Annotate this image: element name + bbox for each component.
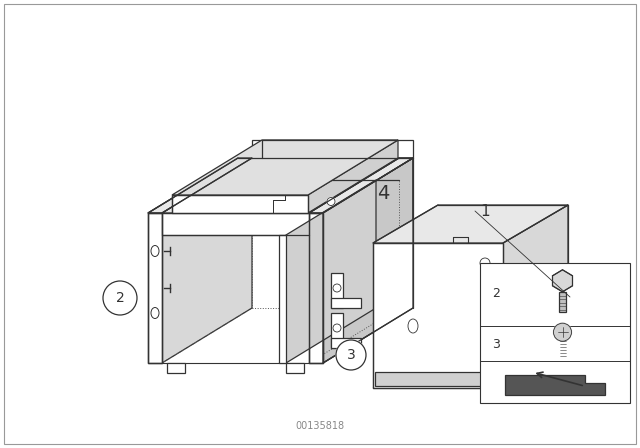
Polygon shape	[559, 292, 566, 312]
Circle shape	[480, 258, 490, 268]
Polygon shape	[308, 140, 398, 213]
Circle shape	[103, 281, 137, 315]
Polygon shape	[309, 158, 413, 213]
Circle shape	[327, 198, 335, 206]
Circle shape	[554, 323, 572, 341]
Polygon shape	[148, 158, 252, 213]
Polygon shape	[148, 213, 162, 363]
Circle shape	[333, 324, 341, 332]
Bar	[480, 263, 630, 403]
Text: 3: 3	[347, 348, 355, 362]
Polygon shape	[331, 298, 361, 308]
Ellipse shape	[151, 307, 159, 319]
Polygon shape	[309, 213, 323, 363]
Polygon shape	[162, 158, 399, 213]
Polygon shape	[172, 140, 398, 195]
Polygon shape	[331, 338, 361, 348]
Polygon shape	[505, 375, 605, 395]
Text: 3: 3	[492, 338, 500, 351]
Ellipse shape	[408, 319, 418, 333]
Polygon shape	[286, 363, 304, 373]
Polygon shape	[162, 158, 252, 363]
Text: 1: 1	[480, 203, 490, 219]
Polygon shape	[167, 363, 185, 373]
Polygon shape	[252, 140, 413, 158]
Ellipse shape	[151, 246, 159, 257]
Polygon shape	[331, 313, 343, 348]
Polygon shape	[162, 213, 309, 235]
Text: 2: 2	[492, 287, 500, 300]
Polygon shape	[172, 195, 308, 213]
Polygon shape	[503, 205, 568, 388]
Circle shape	[333, 284, 341, 292]
Polygon shape	[286, 180, 376, 363]
Text: 4: 4	[377, 184, 389, 202]
Polygon shape	[552, 270, 573, 292]
Polygon shape	[373, 243, 503, 388]
Text: 00135818: 00135818	[296, 421, 344, 431]
Text: 2: 2	[116, 291, 124, 305]
Polygon shape	[375, 372, 501, 386]
Circle shape	[336, 340, 366, 370]
Polygon shape	[331, 273, 343, 308]
Polygon shape	[323, 158, 413, 363]
Polygon shape	[373, 205, 568, 243]
Polygon shape	[279, 235, 286, 363]
